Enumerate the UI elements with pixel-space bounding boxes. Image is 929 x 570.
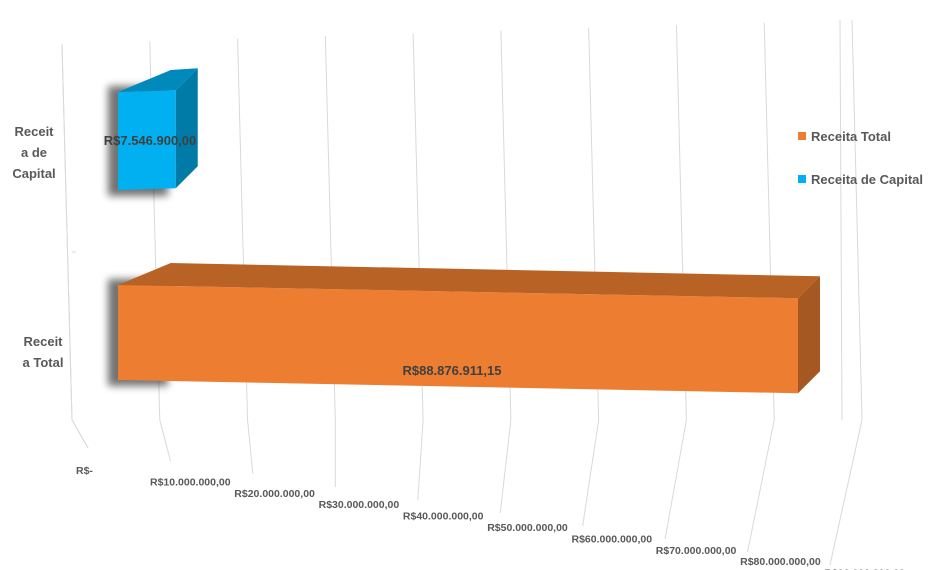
x-tick-label: R$60.000.000,00 (572, 533, 653, 545)
gridline-floor (829, 419, 863, 566)
data-label: R$88.876.911,15 (402, 363, 501, 378)
gridline-floor (664, 419, 687, 540)
bar-side-face (175, 68, 198, 189)
gridline-floor (747, 419, 775, 553)
category-label-line: a Total (23, 355, 64, 370)
x-tick-label: R$80.000.000,00 (740, 556, 821, 568)
category-label-line: Capital (12, 166, 55, 181)
legend-entry: Receita Total (811, 129, 891, 144)
x-tick-label: R$- (76, 465, 93, 477)
x-tick-label: R$10.000.000,00 (150, 476, 231, 488)
legend-swatch (798, 132, 806, 140)
x-tick-label: R$40.000.000,00 (403, 511, 484, 523)
gridline-floor (499, 419, 512, 514)
legend-entry: Receita de Capital (811, 172, 923, 187)
bar-front-receita-total (118, 285, 798, 394)
category-label-line: Receit (14, 124, 54, 139)
gridline-floor (582, 419, 600, 527)
category-label-line: Receit (23, 334, 63, 349)
x-tick-label: R$90.000.000,00 (824, 568, 905, 570)
x-tick-label: R$20.000.000,00 (234, 488, 315, 500)
x-tick-label: R$50.000.000,00 (487, 522, 568, 534)
category-label-line: a de (21, 145, 47, 160)
value-axis-left-edge (61, 43, 73, 421)
gridline-floor (159, 419, 171, 462)
gridline-back (851, 19, 863, 421)
x-tick-label: R$30.000.000,00 (319, 499, 400, 511)
bar-front-receita-de-capital (118, 90, 176, 190)
floor-corner (71, 419, 89, 449)
data-label: R$7.546.900,00 (104, 133, 197, 148)
category-label: Receit a de Capital (12, 124, 55, 181)
bar-top-face (118, 68, 198, 92)
x-tick-label: R$70.000.000,00 (656, 545, 737, 557)
bar-top-face (118, 263, 820, 299)
category-label: Receit a Total (23, 334, 64, 370)
gridline-floor (247, 419, 254, 475)
gridline-floor (417, 419, 424, 501)
legend-swatch (798, 175, 806, 183)
bar-side-face (798, 276, 820, 394)
back-right-edge (839, 19, 843, 421)
